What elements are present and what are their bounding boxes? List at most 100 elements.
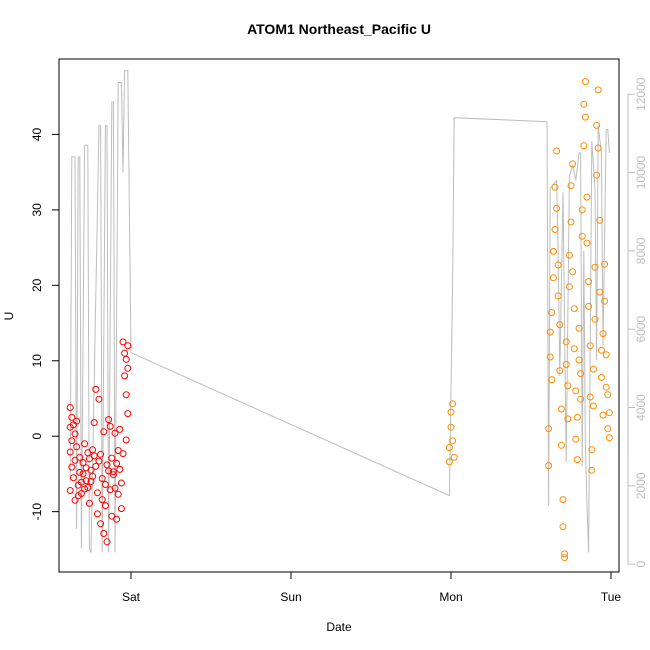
data-point: [564, 415, 572, 423]
plot-frame: [58, 58, 620, 573]
data-point: [581, 78, 589, 86]
data-point: [111, 429, 119, 437]
data-point: [124, 342, 132, 350]
data-point: [114, 490, 122, 498]
data-point: [548, 309, 556, 316]
data-point: [73, 417, 81, 425]
data-point: [114, 447, 122, 454]
data-point: [605, 434, 613, 442]
data-point: [553, 204, 561, 212]
data-point: [601, 260, 609, 268]
secondary-line: [69, 70, 610, 553]
data-point: [84, 484, 92, 491]
data-point: [93, 489, 101, 497]
data-point: [559, 523, 567, 531]
data-point: [71, 430, 79, 438]
y-axis: -10 0 10 20 30 40: [30, 127, 59, 520]
data-point: [557, 405, 565, 413]
data-point: [564, 382, 572, 390]
data-point: [593, 121, 601, 129]
data-point: [553, 147, 561, 155]
data-point: [591, 315, 599, 323]
data-point: [569, 268, 577, 276]
data-point: [562, 361, 570, 368]
data-point: [101, 502, 109, 510]
data-point: [76, 453, 84, 461]
data-point: [81, 485, 89, 493]
data-point: [549, 247, 557, 255]
data-point: [591, 263, 599, 271]
data-point: [594, 86, 602, 94]
data-point: [98, 496, 106, 504]
y-tick-label: -10: [30, 503, 44, 521]
data-point: [122, 355, 130, 363]
y2-tick-label: 2000: [634, 472, 648, 499]
data-point: [447, 408, 455, 416]
data-point: [557, 441, 565, 449]
data-point: [105, 467, 113, 475]
data-point: [71, 496, 79, 504]
data-point: [585, 302, 593, 310]
data-point: [556, 367, 564, 375]
data-point: [66, 487, 74, 494]
data-point: [586, 393, 594, 401]
data-point: [572, 435, 580, 443]
data-point: [545, 425, 553, 433]
data-point: [92, 385, 100, 393]
data-point: [556, 321, 564, 329]
y-tick-label: 40: [30, 127, 44, 141]
data-point: [554, 261, 562, 269]
data-point: [580, 100, 588, 108]
data-point: [570, 345, 578, 353]
data-point: [589, 402, 597, 410]
data-point: [109, 468, 117, 476]
y-tick-label: 10: [30, 354, 44, 368]
data-point: [567, 182, 575, 190]
y-axis-label: U: [2, 312, 16, 321]
data-point: [105, 416, 113, 424]
data-point: [546, 353, 554, 361]
data-point: [578, 206, 586, 214]
data-point: [95, 395, 103, 403]
data-point: [73, 443, 81, 451]
y2-tick-label: 12000: [634, 77, 648, 111]
data-point: [79, 470, 87, 478]
data-point: [124, 364, 132, 372]
data-point: [101, 481, 109, 488]
data-point: [113, 515, 121, 523]
data-point: [562, 338, 570, 346]
data-point: [554, 292, 562, 300]
data-point: [580, 142, 588, 150]
x-tick-label: Mon: [439, 590, 462, 604]
data-point: [85, 499, 93, 507]
data-point: [68, 437, 76, 445]
data-point: [449, 400, 457, 408]
data-point: [122, 436, 130, 444]
data-point: [66, 448, 74, 456]
data-point: [565, 251, 573, 259]
data-point: [66, 404, 74, 411]
data-point: [119, 338, 127, 346]
data-point: [76, 468, 84, 476]
data-point: [604, 391, 612, 399]
secondary-line-layer: [69, 70, 610, 553]
data-point: [573, 456, 581, 464]
data-point: [121, 372, 129, 380]
data-point: [124, 410, 132, 418]
data-point: [89, 472, 97, 480]
data-point: [450, 453, 458, 461]
data-point: [103, 538, 111, 546]
data-point: [551, 226, 559, 233]
data-point: [575, 324, 583, 332]
data-point: [601, 297, 609, 305]
x-tick-label: Tue: [601, 590, 622, 604]
data-point: [100, 428, 108, 436]
data-point: [594, 144, 602, 152]
series-0: [66, 338, 132, 546]
data-point: [117, 479, 125, 487]
data-point: [449, 437, 457, 445]
y2-tick-label: 8000: [634, 237, 648, 264]
data-point: [69, 474, 77, 482]
data-point: [77, 478, 85, 486]
data-point: [549, 274, 557, 282]
